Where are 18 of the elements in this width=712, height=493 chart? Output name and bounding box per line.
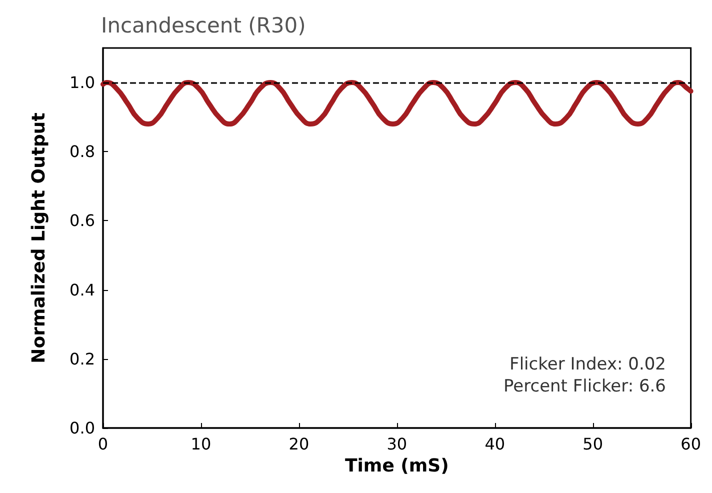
y-tick-label: 0.2 — [70, 349, 95, 368]
y-tick-label: 0.0 — [70, 418, 95, 438]
x-tick-label: 0 — [98, 434, 108, 454]
y-tick-label: 0.4 — [70, 280, 95, 300]
annotation: Percent Flicker: 6.6 — [504, 376, 666, 396]
chart-title: Incandescent (R30) — [101, 14, 306, 38]
y-tick-label: 0.6 — [70, 211, 95, 230]
x-tick-label: 20 — [288, 434, 310, 454]
x-axis-title: Time (mS) — [344, 455, 449, 476]
x-tick-label: 30 — [386, 434, 408, 454]
y-tick-label: 1.0 — [70, 73, 95, 92]
annotation: Flicker Index: 0.02 — [510, 354, 666, 374]
x-tick-label: 40 — [484, 434, 506, 454]
x-tick-label: 50 — [582, 434, 604, 454]
y-axis-title: Normalized Light Output — [28, 112, 50, 364]
y-tick-label: 0.8 — [70, 142, 95, 162]
x-tick-label: 60 — [680, 434, 701, 454]
x-tick-label: 10 — [190, 434, 212, 454]
